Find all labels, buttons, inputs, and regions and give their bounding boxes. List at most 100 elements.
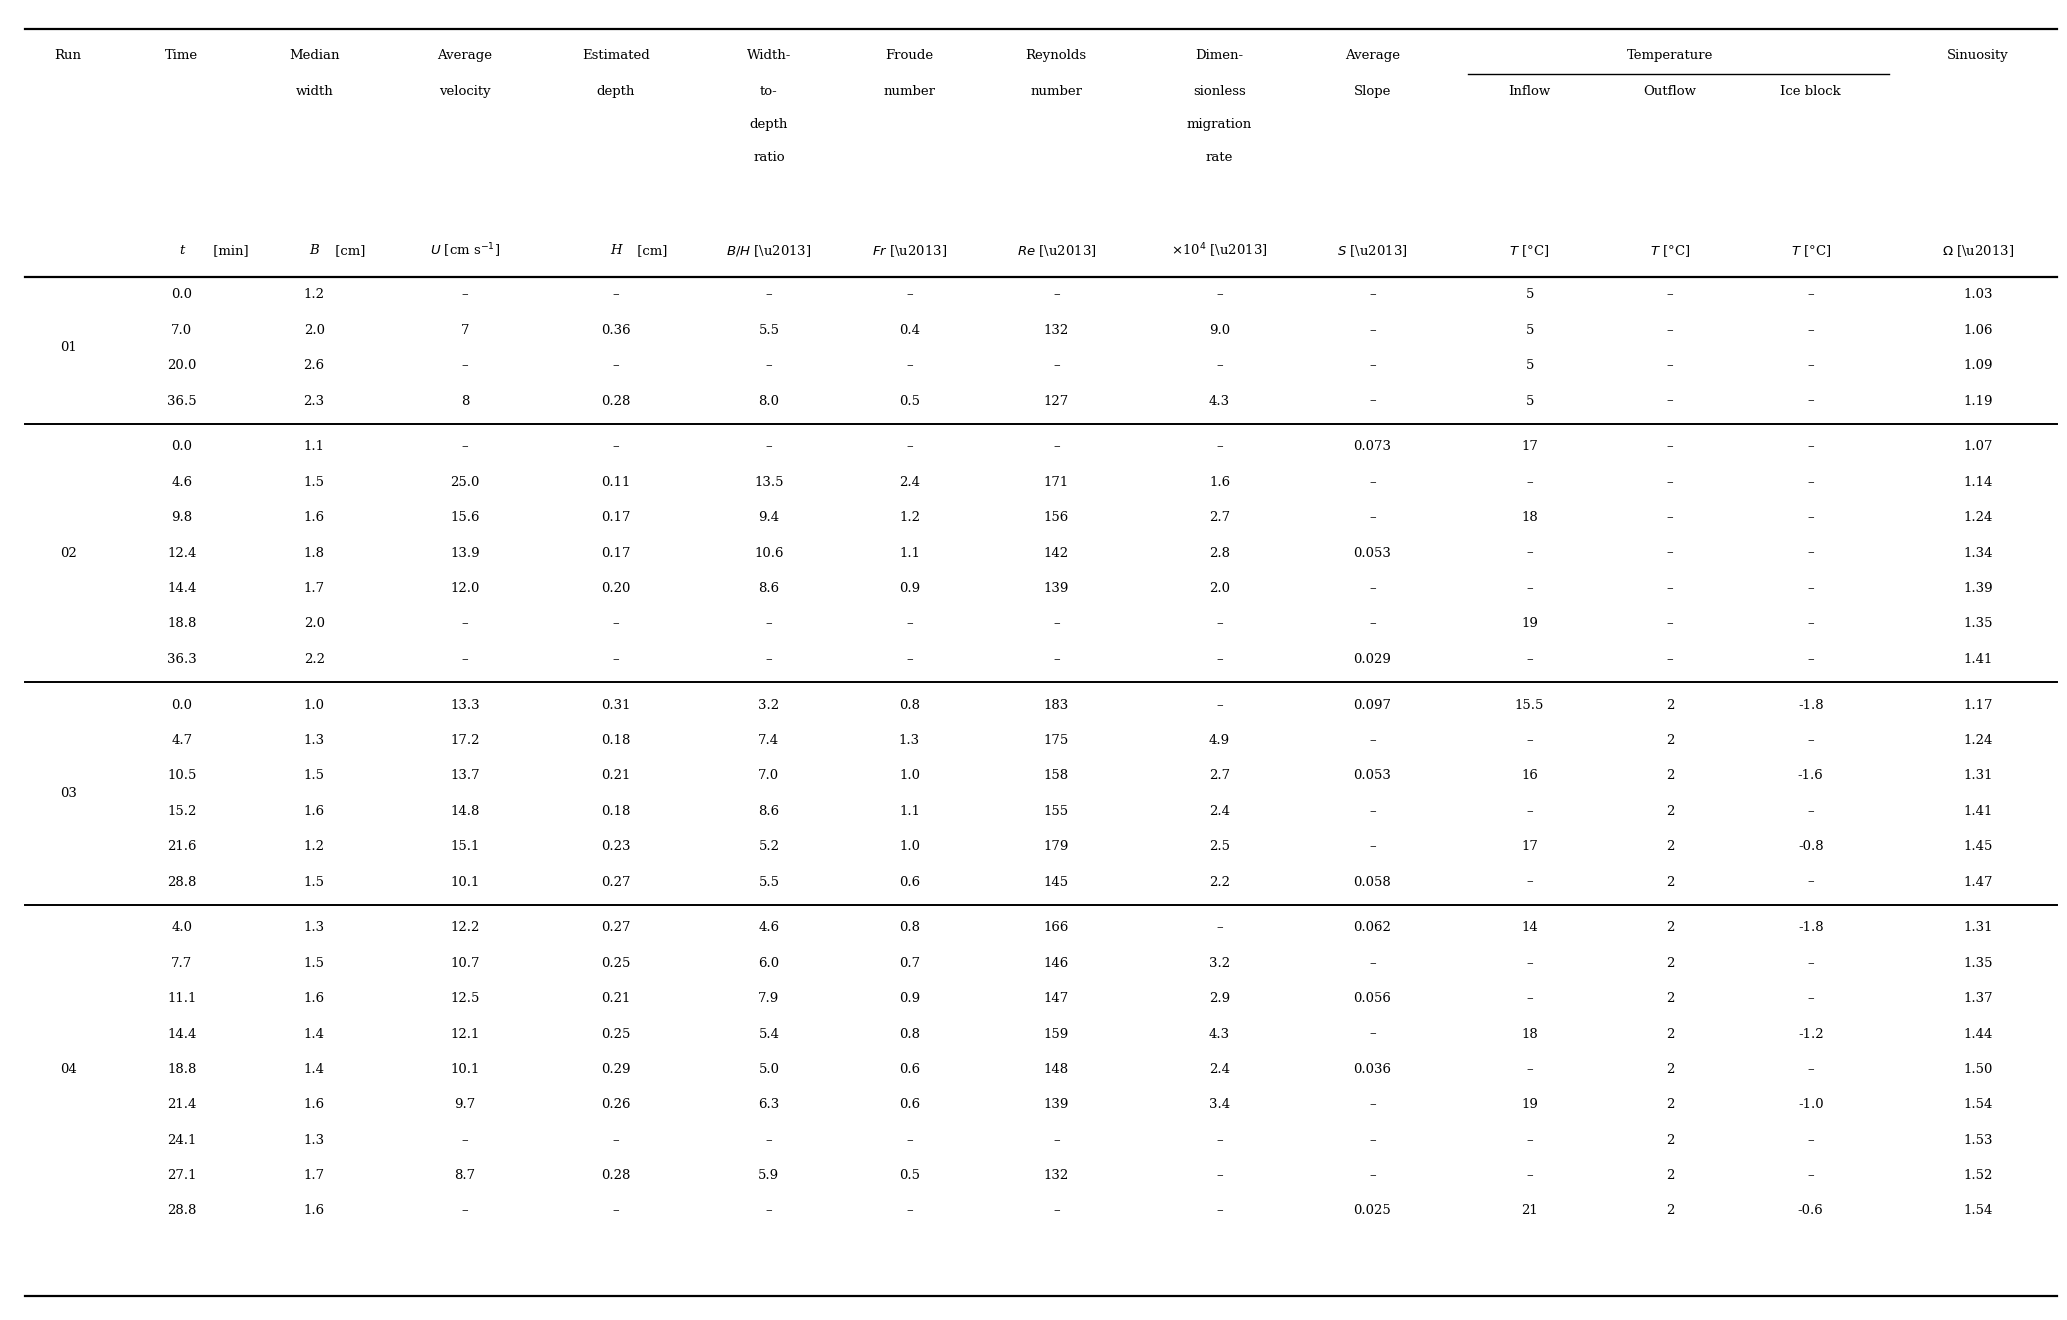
Text: 4.7: 4.7 bbox=[172, 734, 192, 747]
Text: –: – bbox=[905, 1134, 914, 1147]
Text: 2.4: 2.4 bbox=[899, 475, 920, 488]
Text: 1.0: 1.0 bbox=[304, 698, 325, 711]
Text: –: – bbox=[765, 441, 773, 454]
Text: number: number bbox=[883, 84, 936, 98]
Text: –: – bbox=[1368, 323, 1377, 337]
Text: Temperature: Temperature bbox=[1486, 49, 1573, 62]
Text: –: – bbox=[905, 1204, 914, 1217]
Text: –: – bbox=[1666, 441, 1674, 454]
Text: 0.097: 0.097 bbox=[1354, 698, 1391, 711]
Text: 2: 2 bbox=[1666, 1063, 1674, 1076]
Text: 6.3: 6.3 bbox=[759, 1098, 779, 1111]
Text: –: – bbox=[1052, 288, 1060, 301]
Text: 2: 2 bbox=[1666, 1134, 1674, 1147]
Text: –: – bbox=[1525, 582, 1534, 595]
Text: 0.23: 0.23 bbox=[601, 840, 630, 853]
Text: 2.0: 2.0 bbox=[1209, 582, 1230, 595]
Text: 1.1: 1.1 bbox=[899, 805, 920, 818]
Text: 2: 2 bbox=[1666, 875, 1674, 888]
Text: –: – bbox=[1666, 618, 1674, 631]
Text: –: – bbox=[1807, 441, 1815, 454]
Text: 0.0: 0.0 bbox=[172, 698, 192, 711]
Text: 3.2: 3.2 bbox=[759, 698, 779, 711]
Text: 4.6: 4.6 bbox=[172, 475, 192, 488]
Text: –: – bbox=[1807, 618, 1815, 631]
Text: 14: 14 bbox=[1521, 921, 1538, 935]
Text: 158: 158 bbox=[1044, 770, 1069, 783]
Text: 5: 5 bbox=[1525, 288, 1534, 301]
Text: 12.5: 12.5 bbox=[451, 993, 480, 1006]
Text: 0.0: 0.0 bbox=[172, 441, 192, 454]
Text: 1.6: 1.6 bbox=[304, 511, 325, 524]
Text: –: – bbox=[765, 1204, 773, 1217]
Text: –: – bbox=[1215, 441, 1224, 454]
Text: –: – bbox=[905, 441, 914, 454]
Text: 7.4: 7.4 bbox=[759, 734, 779, 747]
Text: 139: 139 bbox=[1044, 1098, 1069, 1111]
Text: 7.0: 7.0 bbox=[759, 770, 779, 783]
Text: 7.9: 7.9 bbox=[759, 993, 779, 1006]
Text: 0.056: 0.056 bbox=[1354, 993, 1391, 1006]
Text: –: – bbox=[1807, 359, 1815, 372]
Text: 1.4: 1.4 bbox=[304, 1063, 325, 1076]
Text: –: – bbox=[1215, 698, 1224, 711]
Text: –: – bbox=[1807, 1134, 1815, 1147]
Text: –: – bbox=[1525, 1134, 1534, 1147]
Text: 5: 5 bbox=[1525, 395, 1534, 408]
Text: 0.6: 0.6 bbox=[899, 875, 920, 888]
Text: 1.6: 1.6 bbox=[304, 805, 325, 818]
Text: –: – bbox=[1525, 957, 1534, 970]
Text: $Fr$ [\u2013]: $Fr$ [\u2013] bbox=[872, 243, 947, 259]
Text: 28.8: 28.8 bbox=[167, 1204, 196, 1217]
Text: [cm]: [cm] bbox=[633, 244, 668, 257]
Text: –: – bbox=[1666, 395, 1674, 408]
Text: 171: 171 bbox=[1044, 475, 1069, 488]
Text: –: – bbox=[1525, 475, 1534, 488]
Text: 2.9: 2.9 bbox=[1209, 993, 1230, 1006]
Text: 1.6: 1.6 bbox=[304, 1098, 325, 1111]
Text: 2.8: 2.8 bbox=[1209, 546, 1230, 560]
Text: –: – bbox=[1368, 805, 1377, 818]
Text: 1.3: 1.3 bbox=[899, 734, 920, 747]
Text: –: – bbox=[461, 441, 469, 454]
Text: –: – bbox=[612, 1204, 620, 1217]
Text: 0.27: 0.27 bbox=[601, 921, 630, 935]
Text: –: – bbox=[765, 618, 773, 631]
Text: 9.8: 9.8 bbox=[172, 511, 192, 524]
Text: 1.0: 1.0 bbox=[899, 840, 920, 853]
Text: –: – bbox=[612, 288, 620, 301]
Text: –: – bbox=[905, 359, 914, 372]
Text: Outflow: Outflow bbox=[1643, 84, 1697, 98]
Text: –: – bbox=[1807, 957, 1815, 970]
Text: 15.2: 15.2 bbox=[167, 805, 196, 818]
Text: 0.6: 0.6 bbox=[899, 1098, 920, 1111]
Text: 25.0: 25.0 bbox=[451, 475, 480, 488]
Text: 159: 159 bbox=[1044, 1027, 1069, 1040]
Text: 4.6: 4.6 bbox=[759, 921, 779, 935]
Text: 1.2: 1.2 bbox=[899, 511, 920, 524]
Text: 13.7: 13.7 bbox=[451, 770, 480, 783]
Text: 0.036: 0.036 bbox=[1354, 1063, 1391, 1076]
Text: 183: 183 bbox=[1044, 698, 1069, 711]
Text: –: – bbox=[765, 1134, 773, 1147]
Text: 2.2: 2.2 bbox=[1209, 875, 1230, 888]
Text: –: – bbox=[1666, 359, 1674, 372]
Text: 0.36: 0.36 bbox=[601, 323, 630, 337]
Text: rate: rate bbox=[1205, 150, 1234, 164]
Text: 5: 5 bbox=[1525, 359, 1534, 372]
Text: –: – bbox=[905, 288, 914, 301]
Text: –: – bbox=[905, 618, 914, 631]
Text: Ice block: Ice block bbox=[1780, 84, 1842, 98]
Text: 12.0: 12.0 bbox=[451, 582, 480, 595]
Text: 0.26: 0.26 bbox=[601, 1098, 630, 1111]
Text: 2: 2 bbox=[1666, 770, 1674, 783]
Text: 12.1: 12.1 bbox=[451, 1027, 480, 1040]
Text: $T$ [°C]: $T$ [°C] bbox=[1790, 243, 1831, 259]
Text: $Re$ [\u2013]: $Re$ [\u2013] bbox=[1017, 243, 1096, 259]
Text: 1.24: 1.24 bbox=[1964, 734, 1993, 747]
Text: 2.5: 2.5 bbox=[1209, 840, 1230, 853]
Text: 1.6: 1.6 bbox=[1209, 475, 1230, 488]
Text: –: – bbox=[1368, 1134, 1377, 1147]
Text: 17: 17 bbox=[1521, 840, 1538, 853]
Text: 18: 18 bbox=[1521, 1027, 1538, 1040]
